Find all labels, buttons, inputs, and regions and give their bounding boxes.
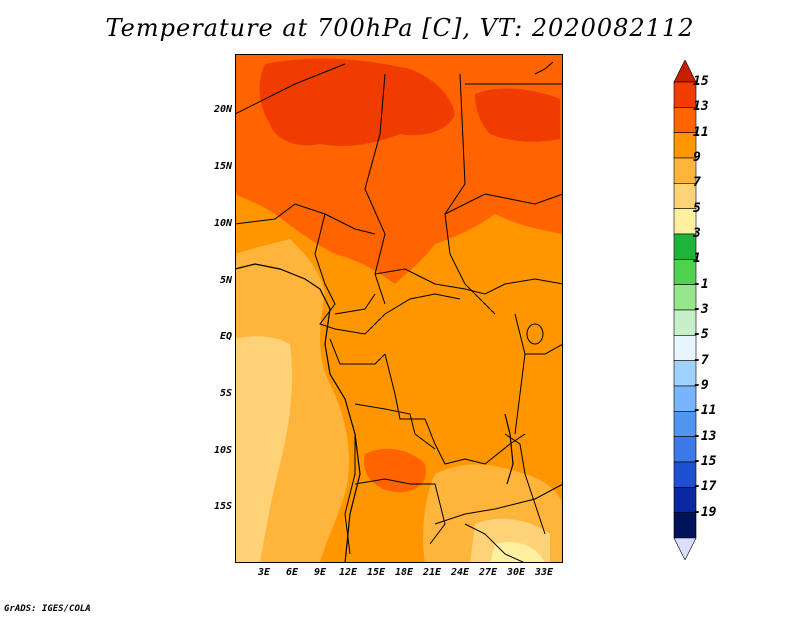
lon-label: 3E: [257, 567, 271, 578]
lat-label: EQ: [219, 331, 232, 342]
colorbar-label: 13: [693, 99, 709, 115]
lat-label: 10N: [213, 218, 232, 229]
lake-victoria: [526, 323, 544, 345]
lon-label: 24E: [450, 567, 470, 578]
coastline: [235, 263, 361, 563]
lon-label: 21E: [422, 567, 442, 578]
colorbar-label: 5: [693, 200, 701, 216]
credit-text: GrADS: IGES/COLA: [4, 604, 91, 614]
lat-label: 15S: [213, 501, 232, 512]
lon-label: 12E: [338, 567, 358, 578]
colorbar-label: -1: [693, 276, 709, 292]
colorbar-label: 15: [693, 74, 709, 89]
lon-label: 18E: [394, 567, 414, 578]
field-13-15: [259, 58, 455, 146]
field-5-7: [235, 336, 292, 563]
lon-label: 27E: [478, 567, 498, 578]
lon-label: 15E: [366, 567, 386, 578]
colorbar-label: 9: [693, 150, 701, 165]
colorbar-bottom-triangle: [673, 537, 697, 560]
field-13-15b: [475, 88, 560, 142]
colorbar-label: -15: [693, 454, 717, 469]
colorbar: [673, 60, 697, 560]
map-title: Temperature at 700hPa [C], VT: 202008211…: [105, 14, 695, 42]
colorbar-label: -11: [693, 403, 717, 419]
country-borders: [235, 63, 563, 563]
colorbar-label: 1: [693, 251, 701, 267]
colorbar-label: -5: [693, 327, 709, 343]
lat-label: 10S: [213, 445, 232, 456]
colorbar-label: 7: [693, 175, 701, 191]
colorbar-label: 3: [693, 226, 701, 241]
lon-label: 9E: [313, 567, 327, 578]
lat-label: 20N: [213, 104, 232, 115]
colorbar-label: -19: [693, 504, 717, 520]
lake-tanganyika: [504, 413, 514, 485]
colorbar-label: -3: [693, 302, 709, 317]
colorbar-label: -9: [693, 378, 709, 393]
field-11-13-south: [364, 448, 426, 493]
colorbar-label: -7: [693, 352, 709, 368]
map-border: [235, 54, 563, 563]
temperature-map: [235, 54, 563, 563]
colorbar-label: -17: [693, 479, 717, 495]
lat-label: 15N: [213, 161, 232, 172]
field-3-5-south: [490, 542, 545, 563]
colorbar-label: 11: [693, 124, 709, 140]
lon-label: 6E: [285, 567, 299, 578]
lat-label: 5S: [219, 388, 232, 399]
lon-label: 30E: [506, 567, 526, 578]
lon-label: 33E: [534, 567, 554, 578]
colorbar-label: -13: [693, 428, 717, 444]
lat-label: 5N: [219, 275, 232, 286]
red-sea-coast: [534, 61, 554, 75]
